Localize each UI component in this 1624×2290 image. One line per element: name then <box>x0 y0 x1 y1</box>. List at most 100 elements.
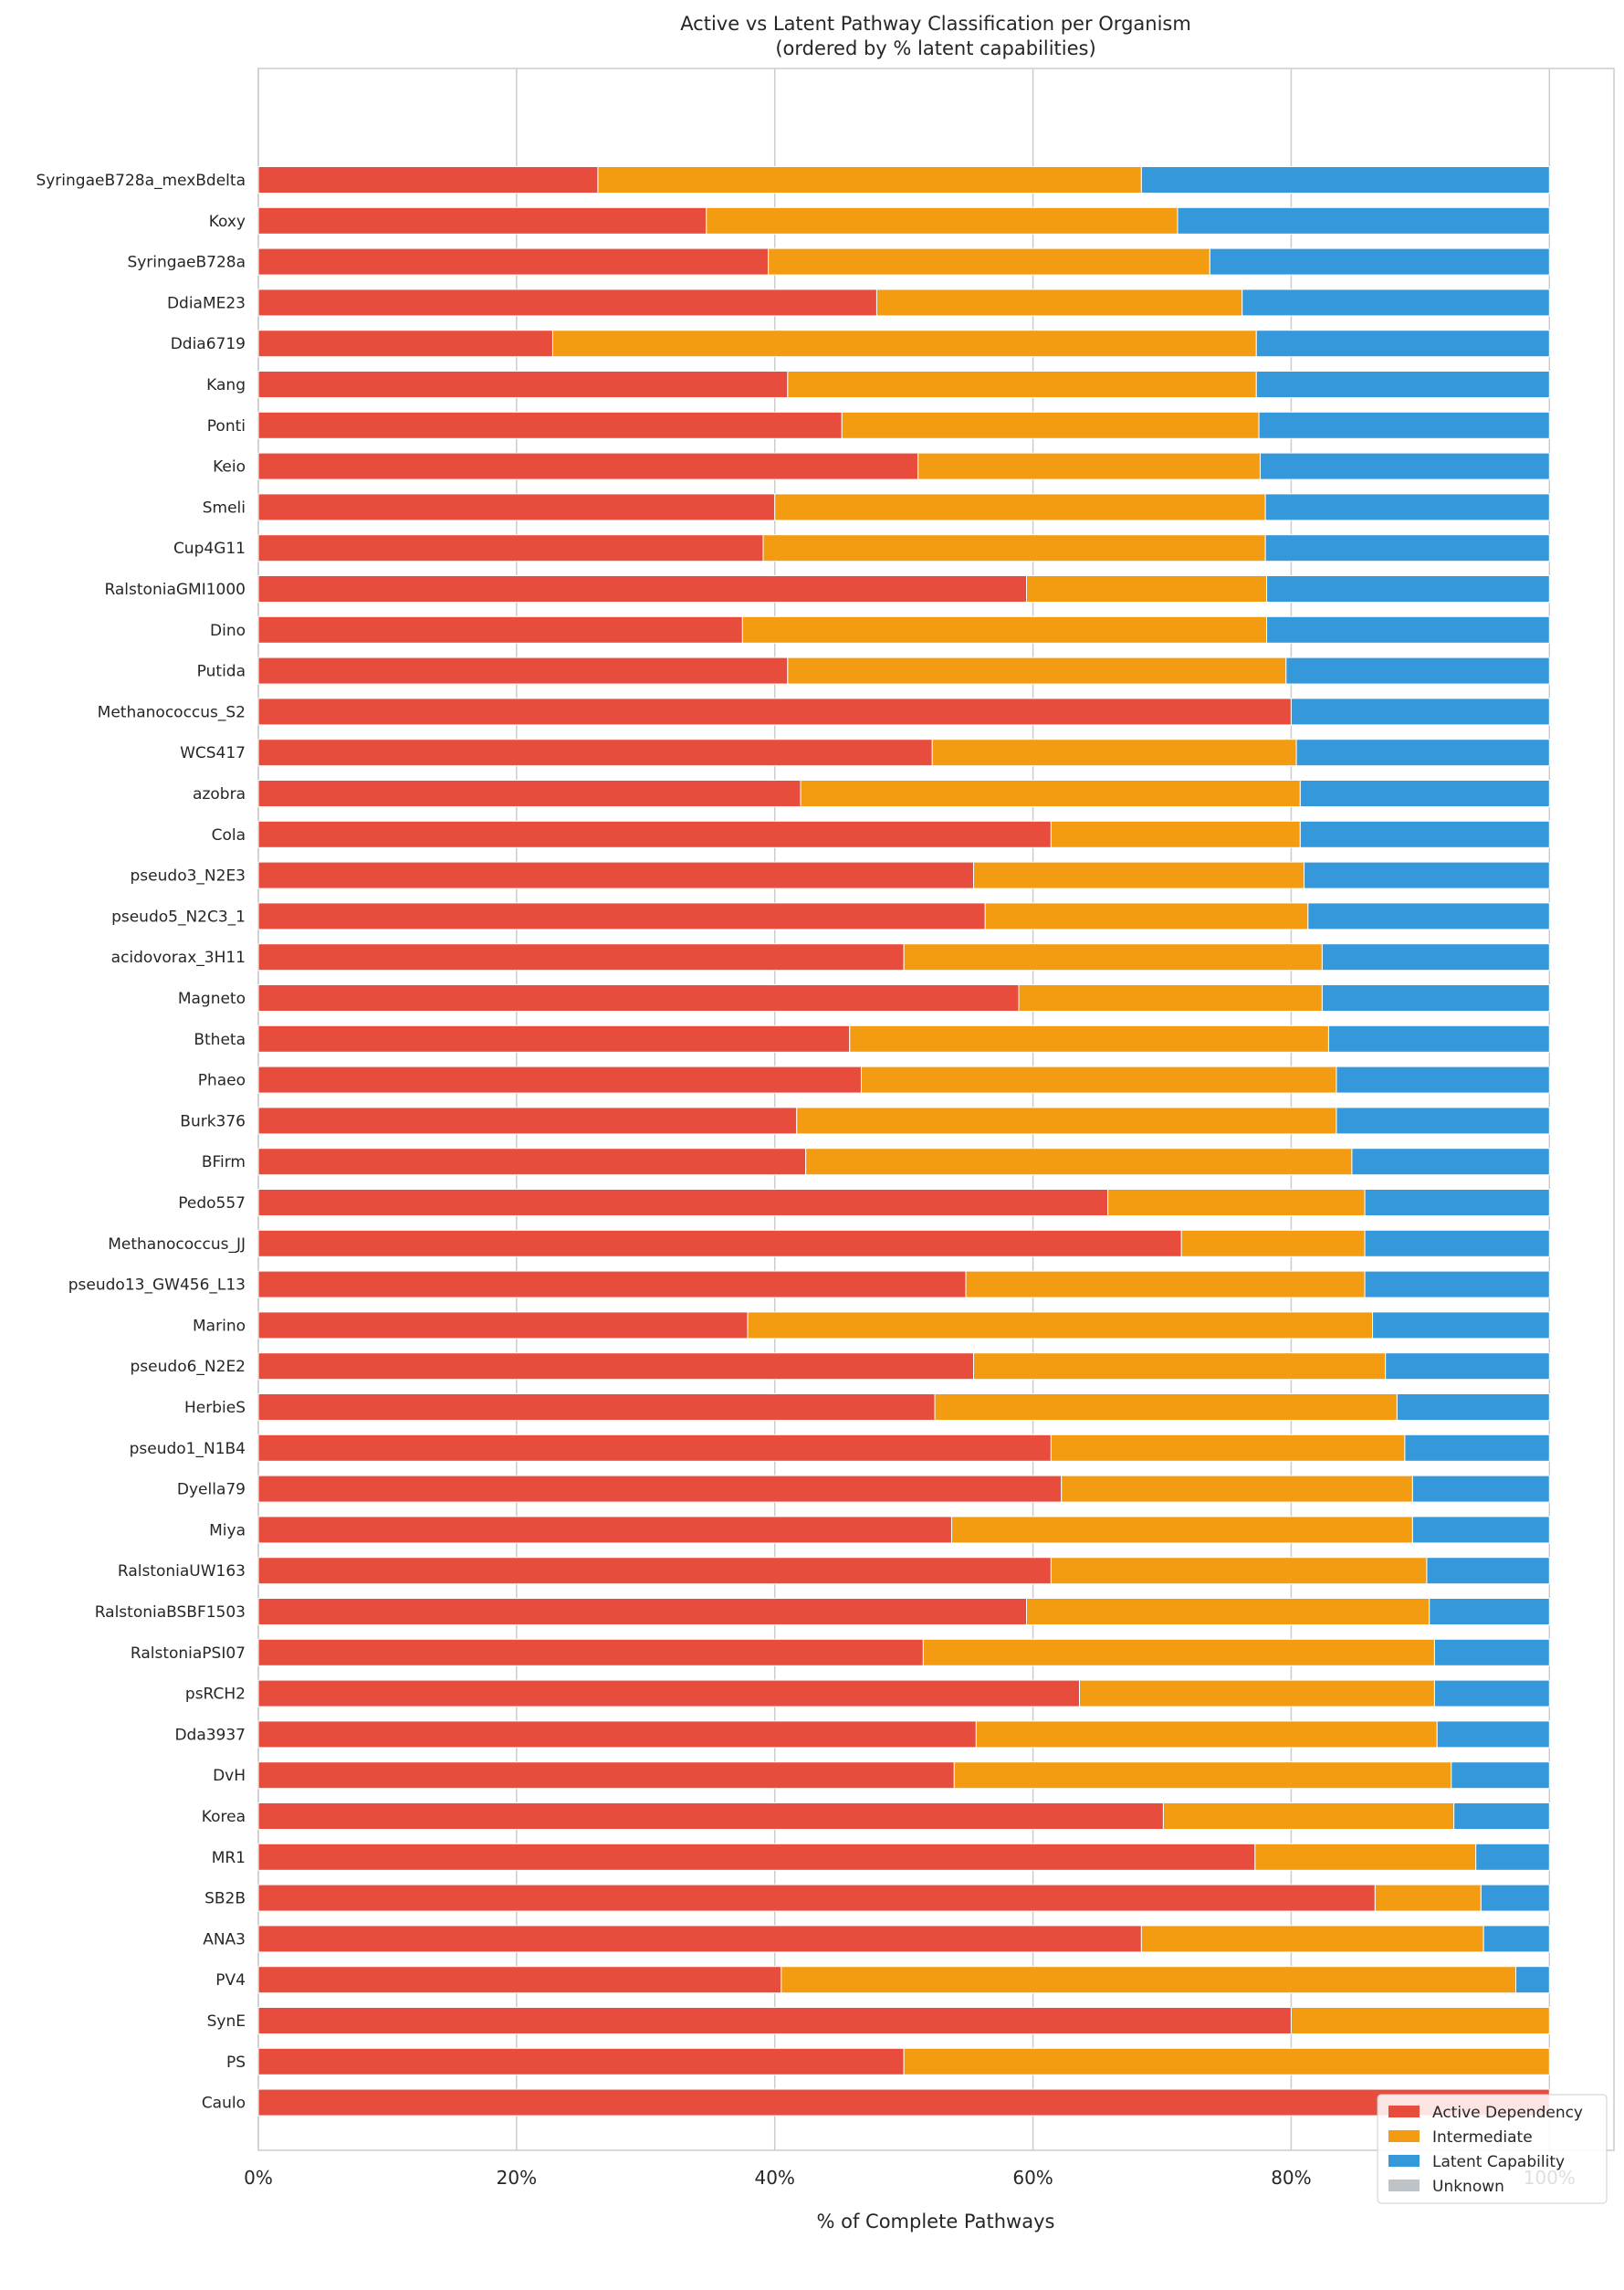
y-tick-label: Putida <box>197 663 246 681</box>
y-tick-label: BFirm <box>202 1153 246 1171</box>
bar-active-dependency <box>257 1966 782 1994</box>
bar-latent-capability <box>1372 1311 1550 1339</box>
bar-active-dependency <box>257 1024 851 1053</box>
bar-latent-capability <box>1364 1229 1550 1257</box>
y-tick-label: Methanococcus_S2 <box>98 703 246 721</box>
y-tick-label: Btheta <box>194 1031 246 1049</box>
bar-active-dependency <box>257 1270 967 1298</box>
bar-intermediate <box>903 943 1323 972</box>
bar-active-dependency <box>257 615 743 644</box>
bar-latent-capability <box>1285 657 1550 685</box>
bar-active-dependency <box>257 984 1020 1012</box>
bar-latent-capability <box>1295 739 1550 767</box>
y-tick-label: MR1 <box>212 1849 246 1867</box>
y-tick-label: Keio <box>213 458 246 477</box>
bar-intermediate <box>781 1966 1517 1994</box>
y-tick-label: RalstoniaUW163 <box>118 1562 246 1581</box>
bar-latent-capability <box>1307 902 1550 930</box>
bar-active-dependency <box>257 1925 1142 1953</box>
bar-active-dependency <box>257 2047 905 2075</box>
y-tick-label: DvH <box>213 1767 246 1785</box>
y-tick-label: RalstoniaGMI1000 <box>104 581 246 599</box>
bar-intermediate <box>597 166 1142 194</box>
bar-active-dependency <box>257 780 802 807</box>
bar-active-dependency <box>257 820 1052 848</box>
bar-intermediate <box>1162 1802 1455 1830</box>
bar-latent-capability <box>1264 534 1550 562</box>
bar-latent-capability <box>1336 1066 1550 1094</box>
y-tick-label: Pedo557 <box>178 1194 246 1213</box>
bar-intermediate <box>1026 1598 1430 1625</box>
bar-intermediate <box>1061 1475 1413 1503</box>
bar-intermediate <box>965 1270 1366 1298</box>
y-tick-label: Koxy <box>209 213 246 231</box>
y-tick-label: Marino <box>193 1317 246 1335</box>
bar-active-dependency <box>257 1843 1256 1871</box>
bar-latent-capability <box>1290 698 1550 726</box>
bar-active-dependency <box>257 1761 955 1790</box>
bar-intermediate <box>762 534 1266 562</box>
bar-latent-capability <box>1140 166 1550 194</box>
y-tick-label: pseudo1_N1B4 <box>130 1440 246 1458</box>
legend-swatch <box>1388 2180 1420 2191</box>
y-tick-label: RalstoniaBSBF1503 <box>95 1603 246 1622</box>
bar-intermediate <box>1254 1843 1477 1871</box>
bar-latent-capability <box>1475 1843 1550 1871</box>
x-tick-label: 40% <box>754 2167 794 2189</box>
bar-intermediate <box>774 493 1266 521</box>
y-tick-label: SyringaeB728a <box>127 254 246 272</box>
bar-latent-capability <box>1255 371 1550 398</box>
bar-active-dependency <box>257 698 1292 726</box>
y-tick-label: Magneto <box>178 990 246 1008</box>
y-tick-label: SyringaeB728a_mexBdelta <box>36 172 246 190</box>
bar-active-dependency <box>257 1107 798 1135</box>
bar-intermediate <box>1018 984 1323 1012</box>
y-tick-label: Cup4G11 <box>173 540 246 558</box>
bar-latent-capability <box>1515 1966 1550 1994</box>
x-axis-label: % of Complete Pathways <box>817 2211 1055 2232</box>
bar-active-dependency <box>257 534 764 562</box>
bar-intermediate <box>1050 1434 1406 1462</box>
bar-intermediate <box>1107 1189 1366 1216</box>
bar-active-dependency <box>257 1148 807 1176</box>
bar-latent-capability <box>1266 575 1550 603</box>
bar-active-dependency <box>257 2007 1292 2034</box>
y-tick-label: pseudo13_GW456_L13 <box>68 1276 246 1295</box>
bar-latent-capability <box>1336 1107 1550 1135</box>
bar-active-dependency <box>257 206 707 235</box>
y-tick-label: Ddia6719 <box>171 335 246 353</box>
bar-active-dependency <box>257 1352 975 1381</box>
bar-active-dependency <box>257 1475 1063 1503</box>
y-tick-label: Smeli <box>203 499 246 517</box>
bar-active-dependency <box>257 575 1027 603</box>
bar-intermediate <box>551 330 1257 358</box>
bar-active-dependency <box>257 247 770 276</box>
bar-active-dependency <box>257 2088 1550 2117</box>
bar-active-dependency <box>257 1189 1109 1216</box>
bar-intermediate <box>973 861 1305 889</box>
bar-latent-capability <box>1433 1638 1550 1666</box>
y-tick-label: WCS417 <box>180 744 246 762</box>
bar-active-dependency <box>257 1638 924 1666</box>
y-tick-label: pseudo6_N2E2 <box>131 1358 246 1376</box>
bar-active-dependency <box>257 1802 1164 1830</box>
bar-latent-capability <box>1433 1679 1550 1707</box>
bar-latent-capability <box>1258 411 1550 439</box>
y-tick-label: Dino <box>210 622 246 640</box>
bar-active-dependency <box>257 1229 1182 1257</box>
bar-latent-capability <box>1404 1434 1550 1462</box>
x-tick-label: 20% <box>497 2167 537 2189</box>
bar-active-dependency <box>257 1598 1027 1625</box>
chart-title: Active vs Latent Pathway Classification … <box>680 13 1191 35</box>
bar-active-dependency <box>257 166 599 194</box>
bar-latent-capability <box>1304 861 1550 889</box>
bar-intermediate <box>1140 1925 1484 1953</box>
bar-intermediate <box>973 1352 1387 1381</box>
bar-latent-capability <box>1177 206 1550 235</box>
bar-latent-capability <box>1451 1761 1550 1790</box>
y-tick-label: PS <box>226 2054 246 2072</box>
bar-latent-capability <box>1364 1189 1550 1216</box>
bar-intermediate <box>841 411 1260 439</box>
bar-latent-capability <box>1411 1475 1550 1503</box>
